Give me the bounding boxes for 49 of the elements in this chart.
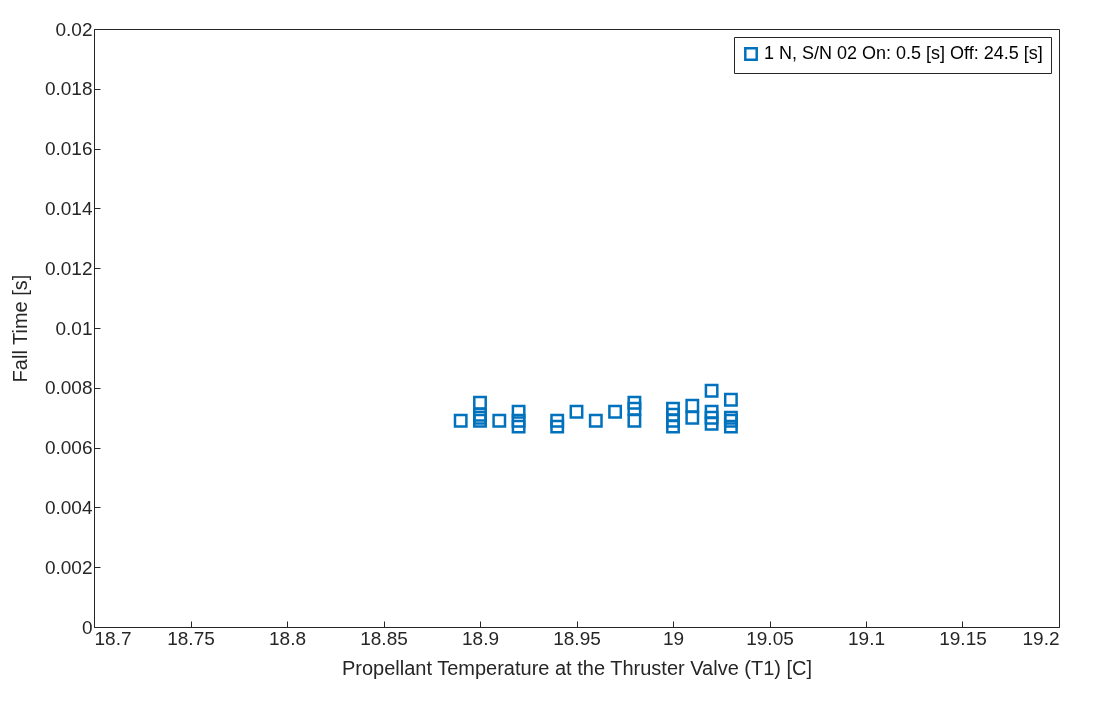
- point: [704, 410, 719, 425]
- point: [627, 395, 642, 410]
- x-tick-label: 19: [662, 627, 685, 649]
- legend-label: 1 N, S/N 02 On: 0.5 [s] Off: 24.5 [s]: [764, 43, 1043, 63]
- y-axis-title: Fall Time [s]: [8, 274, 31, 383]
- point: [588, 413, 603, 428]
- x-tick-label: 18.85: [360, 627, 408, 649]
- point: [569, 404, 584, 419]
- x-tick-label: 19.05: [746, 627, 794, 649]
- x-tick-label: 19.2: [1022, 627, 1060, 649]
- point: [453, 413, 468, 428]
- x-tick-label: 19.15: [939, 627, 987, 649]
- x-axis-title: Propellant Temperature at the Thruster Valve (T1) [C]: [341, 656, 813, 679]
- point: [627, 401, 642, 416]
- point: [685, 398, 700, 413]
- point: [723, 419, 738, 434]
- y-tick-label: 0.01: [55, 317, 93, 339]
- point: [704, 416, 719, 431]
- point: [550, 413, 565, 428]
- y-tick-label: 0.002: [44, 556, 93, 578]
- point: [492, 413, 507, 428]
- point: [511, 419, 526, 434]
- point: [723, 392, 738, 407]
- x-tick-label: 18.75: [167, 627, 215, 649]
- point: [704, 383, 719, 398]
- y-tick-label: 0.014: [44, 197, 93, 219]
- y-tick-label: 0: [81, 616, 93, 638]
- point: [666, 419, 680, 434]
- y-tick-label: 0.018: [44, 78, 93, 100]
- point: [685, 410, 700, 425]
- y-tick-label: 0.02: [55, 18, 93, 40]
- point: [704, 404, 719, 419]
- point: [627, 413, 642, 428]
- point: [608, 404, 623, 419]
- y-tick-label: 0.016: [44, 138, 93, 160]
- point: [511, 413, 526, 428]
- point: [511, 404, 526, 419]
- y-tick-label: 0.012: [44, 257, 93, 279]
- x-tick-label: 19.1: [848, 627, 885, 649]
- point: [473, 395, 487, 410]
- point: [550, 419, 565, 434]
- y-tick-label: 0.004: [44, 496, 93, 518]
- x-tick-label: 18.8: [269, 627, 306, 649]
- x-tick-label: 18.95: [553, 627, 601, 649]
- y-tick-label: 0.008: [44, 377, 93, 399]
- x-tick-label: 18.9: [462, 627, 499, 649]
- y-tick-label: 0.006: [44, 437, 93, 459]
- x-tick-label: 18.7: [94, 627, 132, 649]
- point: [666, 401, 680, 416]
